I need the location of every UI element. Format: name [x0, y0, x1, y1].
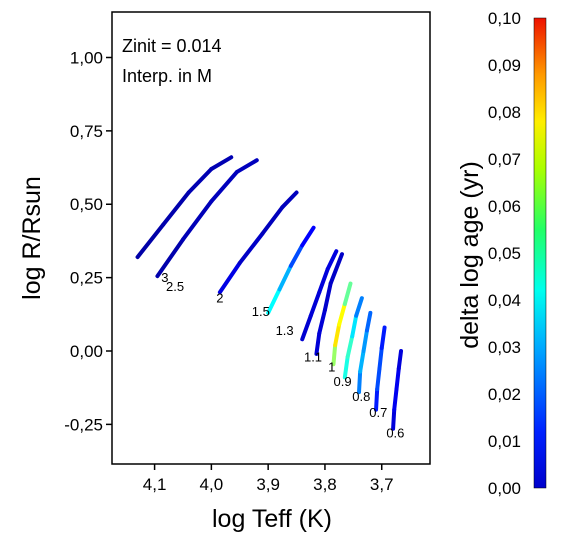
track-segment-m1.5	[266, 287, 282, 315]
track-segment-m1.5	[277, 263, 293, 292]
colorbar-tick-label: 0,09	[488, 56, 521, 75]
plot-frame	[111, 11, 431, 465]
track-segment-m0.9	[342, 354, 350, 380]
track-segment-m0.6	[392, 387, 399, 412]
colorbar-label: delta log age (yr)	[456, 161, 484, 349]
annotation-interp: Interp. in M	[122, 66, 212, 86]
track-segment-m0.7	[375, 366, 382, 392]
mass-label: 2.5	[166, 279, 184, 294]
track-segment-m0.8	[358, 349, 366, 374]
track-segment-m1.5	[288, 243, 305, 268]
x-axis-label: log Teff (K)	[212, 505, 332, 533]
track-segment-m2.5	[180, 199, 214, 242]
track-segment-m2	[260, 205, 285, 236]
colorbar-ticks: 0,00 0,01 0,02 0,03 0,04 0,05 0,06 0,07 0,08 0,09…	[488, 9, 521, 498]
track-segment-m1.3	[308, 290, 322, 318]
mass-label: 1	[328, 360, 335, 375]
track-segment-m2	[237, 231, 265, 265]
track-segment-m0.6	[396, 349, 404, 371]
track-segment-m0.9	[350, 313, 359, 339]
colorbar-tick-label: 0,07	[488, 150, 521, 169]
x-tick-label: 4,1	[143, 475, 167, 494]
track-segment-m0.8	[357, 369, 363, 395]
track-segment-m2.5	[234, 158, 259, 174]
x-tick-label: 3,9	[256, 475, 280, 494]
track-segment-m2.5	[155, 237, 185, 279]
track-segment-m0.7	[374, 387, 380, 412]
colorbar-tick-label: 0,05	[488, 244, 521, 263]
mass-label: 1.1	[304, 349, 322, 364]
track-segment-m1	[333, 322, 342, 348]
track-segment-m2.5	[209, 169, 239, 204]
track-segment-m1.1	[314, 331, 322, 356]
colorbar-tick-label: 0,10	[488, 9, 521, 28]
track-segment-m0.6	[391, 407, 397, 431]
track-segment-m1.5	[300, 225, 316, 248]
track-segment-m1.3	[325, 249, 339, 271]
y-tick-label: 0,50	[70, 195, 103, 214]
y-tick-label: 0,25	[70, 269, 103, 288]
track-segment-m1	[331, 343, 338, 367]
track-segment-m2	[280, 190, 299, 210]
colorbar	[533, 17, 547, 489]
x-tick-label: 3,8	[313, 475, 337, 494]
track-segment-m1.1	[322, 281, 333, 312]
y-tick-label: 0,00	[70, 342, 103, 361]
track-segment-m2	[217, 260, 242, 295]
mass-label: 1.3	[276, 323, 294, 338]
track-segment-m0.9	[345, 334, 355, 359]
mass-labels: 32.5 2 1.5 1.3 1.1 10.90.80.7 0.6	[161, 270, 404, 441]
chart-marks	[135, 155, 404, 431]
track-segment-m0.9	[354, 296, 364, 318]
track-segment-m0.8	[364, 310, 373, 333]
track-segment-m1	[337, 302, 347, 327]
colorbar-tick-label: 0,02	[488, 385, 521, 404]
colorbar-tick-label: 0,04	[488, 291, 521, 310]
mass-label: 0.6	[386, 426, 404, 441]
annotation-zinit: Zinit = 0.014	[122, 36, 222, 56]
track-segment-m3	[161, 190, 191, 227]
track-segment-m1.1	[317, 307, 327, 336]
colorbar-tick-label: 0,06	[488, 197, 521, 216]
mass-label: 0.7	[369, 405, 387, 420]
track-segment-m0.7	[379, 325, 387, 351]
mass-label: 2	[216, 291, 223, 306]
x-tick-label: 3,7	[370, 475, 394, 494]
x-axis-ticks: 4,1 4,0 3,9 3,8 3,7	[143, 464, 394, 494]
y-axis-label: log R/Rsun	[18, 176, 46, 300]
y-tick-label: -0,25	[64, 415, 103, 434]
mass-label: 1.5	[252, 304, 270, 319]
track-segment-m1.3	[300, 313, 313, 342]
track-segment-m3	[135, 222, 166, 260]
colorbar-tick-label: 0,01	[488, 432, 521, 451]
track-segment-m1.3	[317, 266, 330, 295]
track-segment-m3	[186, 167, 214, 195]
track-segment-m0.7	[377, 346, 384, 371]
mass-label: 0.9	[334, 374, 352, 389]
colorbar-tick-label: 0,03	[488, 338, 521, 357]
track-segment-m0.8	[361, 328, 369, 353]
y-tick-label: 1,00	[70, 48, 103, 67]
colorbar-tick-label: 0,08	[488, 103, 521, 122]
track-segment-m1	[342, 281, 353, 307]
track-segment-m1.1	[328, 252, 344, 286]
y-tick-label: 0,75	[70, 122, 103, 141]
mass-label: 3	[161, 270, 168, 285]
track-segment-m3	[209, 155, 234, 172]
x-tick-label: 4,0	[200, 475, 224, 494]
mass-label: 0.8	[352, 389, 370, 404]
colorbar-tick-label: 0,00	[488, 479, 521, 498]
y-axis-ticks: -0,25 0,00 0,25 0,50 0,75 1,00	[64, 48, 112, 434]
track-segment-m0.6	[394, 366, 401, 392]
